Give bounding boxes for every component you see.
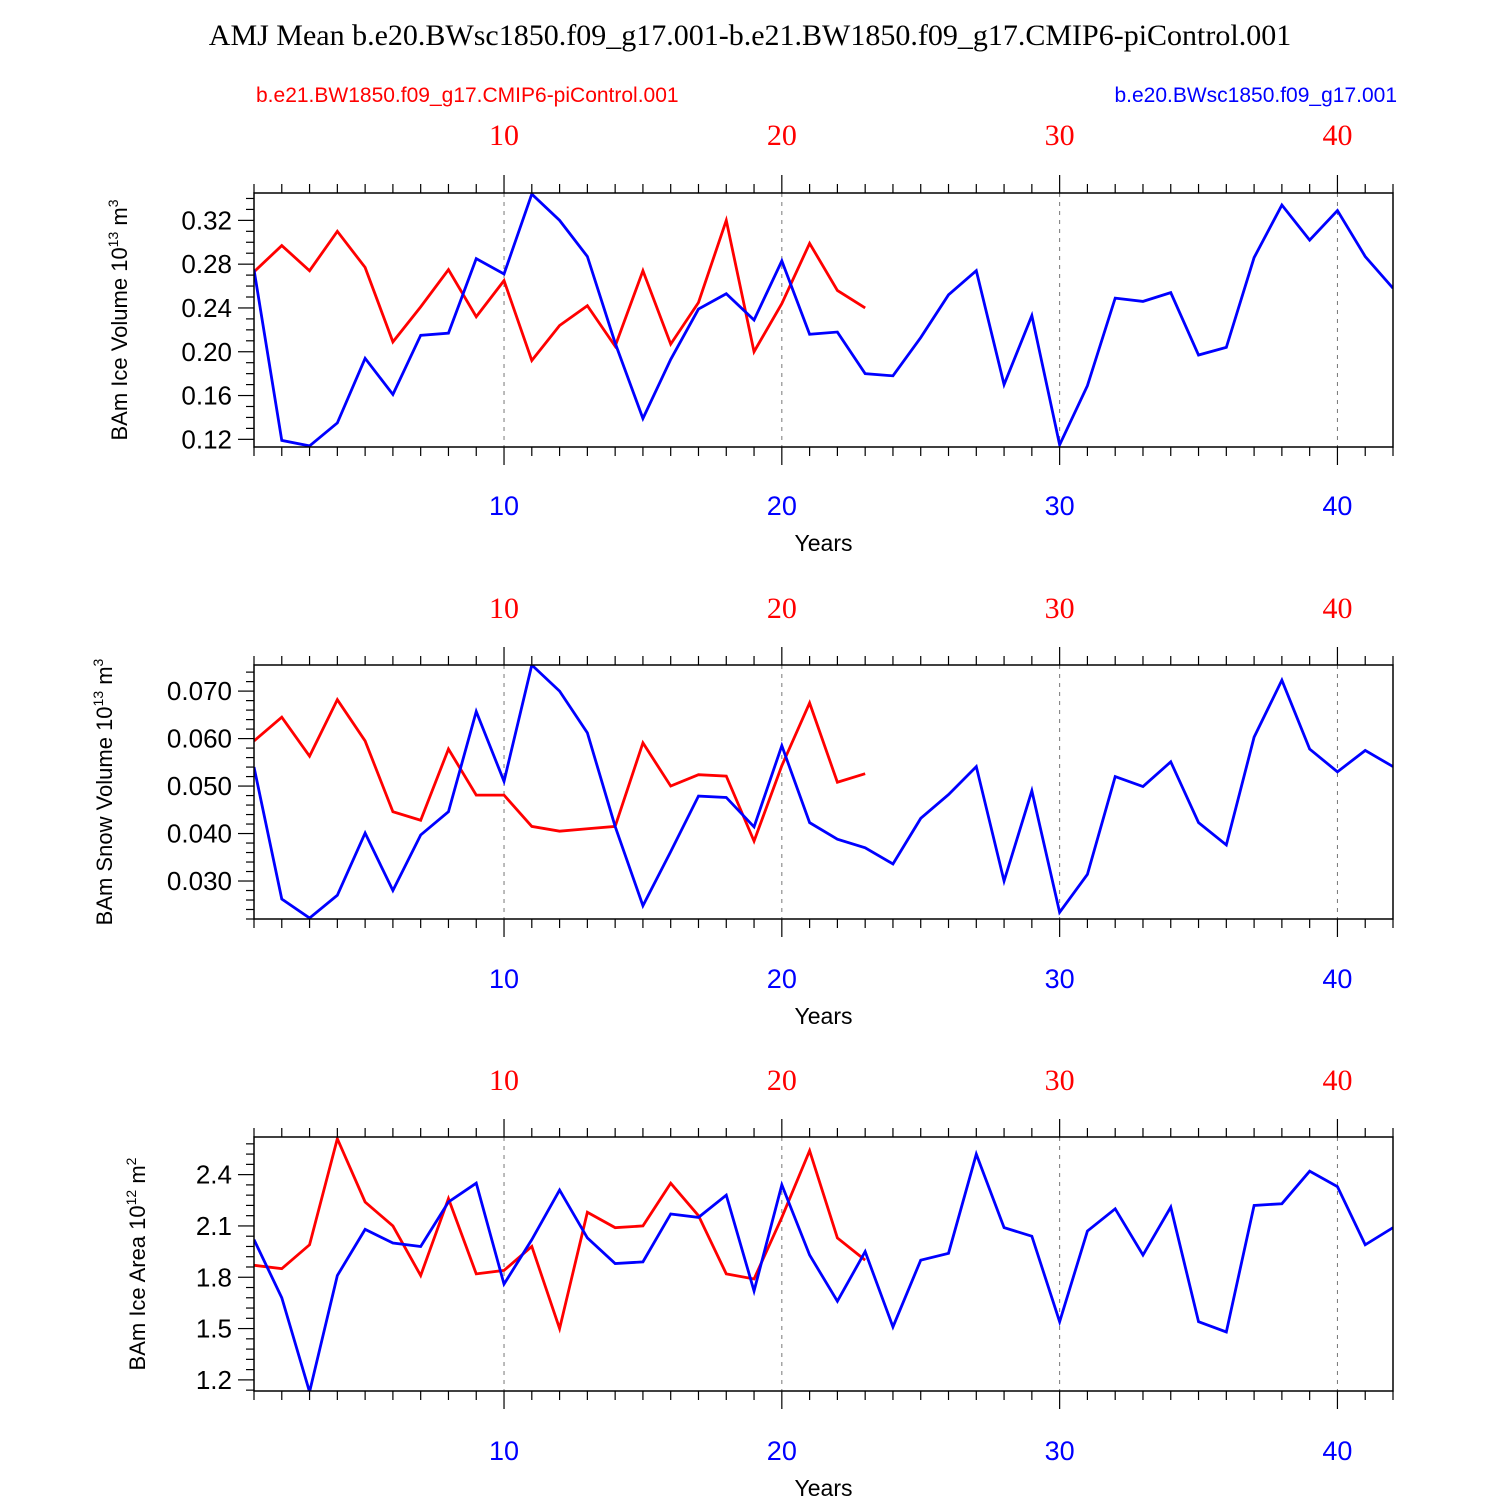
ice-volume-panel: 0.12 0.16 0.20 0.24 0.28 0.32 10 20 30 40 10 20 30 40…: [105, 119, 1394, 556]
plot-frame: [253, 664, 1394, 920]
x-tick-label-top: 40: [1322, 592, 1352, 625]
x-tick-label-top: 30: [1045, 592, 1075, 625]
red-series-line: [254, 696, 866, 845]
x-axis-label: Years: [795, 530, 853, 556]
y-tick-label: 1.8: [196, 1262, 232, 1292]
x-tick-label-bottom: 30: [1045, 964, 1075, 994]
y-tick-label: 1.2: [196, 1365, 232, 1395]
x-tick-label-top: 20: [767, 1064, 797, 1097]
legend-red-label: b.e21.BW1850.f09_g17.CMIP6-piControl.001: [256, 84, 679, 107]
y-tick-label: 0.060: [167, 724, 232, 754]
ice-area-panel: 1.2 1.5 1.8 2.1 2.4 10 20 30 40 10 20 30 40 Years BAm …: [123, 1064, 1394, 1500]
x-tick-label-top: 10: [489, 1064, 519, 1097]
red-series-line: [254, 215, 866, 364]
x-axis-label: Years: [795, 1475, 853, 1500]
y-tick-label: 0.24: [181, 293, 232, 323]
x-tick-label-top: 40: [1322, 1064, 1352, 1097]
snow-volume-panel: 0.030 0.040 0.050 0.060 0.070 10 20 30 40 10 20 30 4…: [90, 592, 1394, 1029]
x-tick-label-top: 20: [767, 119, 797, 152]
plot-frame: [253, 1136, 1394, 1392]
x-tick-label-bottom: 20: [767, 964, 797, 994]
x-tick-label-top: 20: [767, 592, 797, 625]
x-tick-label-bottom: 20: [767, 491, 797, 521]
red-series-line: [254, 1137, 867, 1334]
y-tick-label: 0.28: [181, 249, 232, 279]
x-tick-label-bottom: 30: [1045, 491, 1075, 521]
x-axis-label: Years: [795, 1003, 853, 1029]
x-tick-label-bottom: 40: [1322, 1436, 1352, 1466]
y-tick-label: 2.1: [196, 1211, 232, 1241]
y-tick-label: 0.050: [167, 771, 232, 801]
y-axis-label: BAm Ice Area 1012 m2: [123, 1157, 150, 1370]
plot-frame: [253, 192, 1394, 448]
blue-series-line: [254, 1149, 1393, 1391]
x-tick-label-top: 10: [489, 119, 519, 152]
y-tick-label: 0.040: [167, 819, 232, 849]
y-tick-label: 0.12: [181, 424, 232, 454]
y-tick-label: 1.5: [196, 1314, 232, 1344]
x-tick-label-top: 40: [1322, 119, 1352, 152]
y-tick-label: 2.4: [196, 1160, 232, 1190]
x-tick-label-top: 30: [1045, 119, 1075, 152]
y-tick-label: 0.32: [181, 205, 232, 235]
y-tick-label: 0.070: [167, 676, 232, 706]
x-tick-label-bottom: 40: [1322, 964, 1352, 994]
x-tick-label-bottom: 30: [1045, 1436, 1075, 1466]
x-tick-label-top: 10: [489, 592, 519, 625]
x-tick-label-bottom: 40: [1322, 491, 1352, 521]
x-tick-label-top: 30: [1045, 1064, 1075, 1097]
y-tick-label: 0.030: [167, 866, 232, 896]
x-tick-label-bottom: 20: [767, 1436, 797, 1466]
y-axis-label: BAm Ice Volume 1013 m3: [105, 199, 132, 440]
blue-series-line: [254, 193, 1393, 447]
y-axis-label: BAm Snow Volume 1013 m3: [90, 658, 117, 925]
x-tick-label-bottom: 10: [489, 491, 519, 521]
y-tick-label: 0.16: [181, 381, 232, 411]
legend-blue-label: b.e20.BWsc1850.f09_g17.001: [1114, 84, 1397, 107]
x-tick-label-bottom: 10: [489, 1436, 519, 1466]
y-tick-label: 0.20: [181, 337, 232, 367]
figure-title: AMJ Mean b.e20.BWsc1850.f09_g17.001-b.e2…: [209, 19, 1291, 52]
blue-series-line: [254, 665, 1393, 919]
x-tick-label-bottom: 10: [489, 964, 519, 994]
